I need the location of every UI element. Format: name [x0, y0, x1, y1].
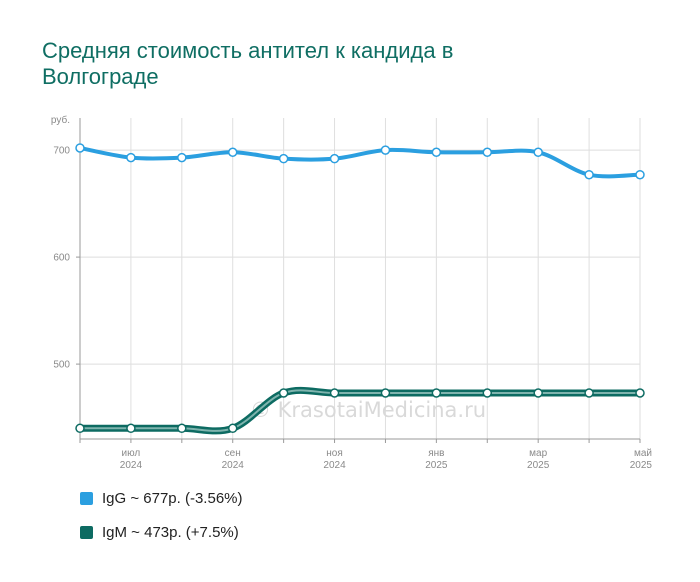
watermark: © KrasotaiMedicina.ru: [250, 398, 486, 422]
x-tick-label-month: май: [634, 448, 652, 459]
data-point-igg[interactable]: [75, 143, 85, 153]
data-point-igm[interactable]: [126, 423, 136, 434]
data-point-igm[interactable]: [227, 423, 238, 434]
data-point-igg[interactable]: [227, 147, 238, 157]
data-point-igg[interactable]: [278, 153, 289, 164]
x-tick-label-year: 2024: [222, 460, 245, 471]
legend-label-igm: IgM ~ 473р. (+7.5%): [102, 523, 239, 541]
data-point-igg[interactable]: [431, 147, 442, 157]
legend-label-igg: IgG ~ 677р. (-3.56%): [102, 489, 243, 507]
x-tick-label-month: янв: [428, 448, 444, 459]
legend-item-igm[interactable]: IgM ~ 473р. (+7.5%): [80, 522, 243, 542]
x-tick-label-year: 2024: [323, 460, 346, 471]
x-tick-label-month: мар: [529, 448, 547, 459]
data-point-igm[interactable]: [75, 423, 85, 434]
data-point-igm[interactable]: [380, 388, 391, 398]
tick-labels: 500600700руб.июл2024сен2024ноя2024янв202…: [51, 114, 653, 471]
legend-swatch-igm: [80, 525, 93, 539]
data-point-igg[interactable]: [584, 169, 594, 180]
x-tick-label-month: ноя: [326, 448, 343, 459]
y-tick-label: 700: [53, 146, 70, 157]
series-lines: [75, 143, 645, 435]
data-point-igm[interactable]: [482, 388, 493, 398]
data-point-igm[interactable]: [533, 388, 543, 398]
data-point-igm[interactable]: [278, 388, 289, 398]
grid-lines: [79, 118, 641, 439]
x-tick-label-month: сен: [225, 448, 241, 459]
data-point-igm[interactable]: [635, 388, 645, 398]
x-tick-label-year: 2025: [527, 460, 550, 471]
data-point-igm[interactable]: [177, 423, 187, 434]
data-point-igm[interactable]: [431, 388, 442, 398]
chart-title: Средняя стоимость антител к кандида в Во…: [42, 38, 454, 89]
legend: IgG ~ 677р. (-3.56%) IgM ~ 473р. (+7.5%): [80, 488, 243, 542]
data-point-igg[interactable]: [329, 153, 340, 164]
data-point-igg[interactable]: [177, 152, 187, 163]
legend-item-igg[interactable]: IgG ~ 677р. (-3.56%): [80, 488, 243, 508]
y-unit-label: руб.: [51, 114, 70, 126]
x-tick-label-month: июл: [122, 448, 141, 459]
data-point-igg[interactable]: [635, 169, 645, 180]
series-line-igg: [78, 145, 642, 179]
data-point-igm[interactable]: [329, 388, 340, 398]
y-tick-label: 500: [53, 360, 70, 371]
x-tick-label-year: 2024: [120, 460, 143, 471]
data-point-igm[interactable]: [584, 388, 594, 398]
x-tick-label-year: 2025: [425, 460, 448, 471]
legend-swatch-igg: [80, 491, 93, 505]
data-point-igg[interactable]: [533, 147, 543, 157]
data-point-igg[interactable]: [380, 145, 391, 155]
data-point-igg[interactable]: [126, 152, 136, 163]
data-point-igg[interactable]: [482, 147, 493, 157]
x-tick-label-year: 2025: [630, 460, 653, 471]
y-tick-label: 600: [53, 253, 70, 264]
